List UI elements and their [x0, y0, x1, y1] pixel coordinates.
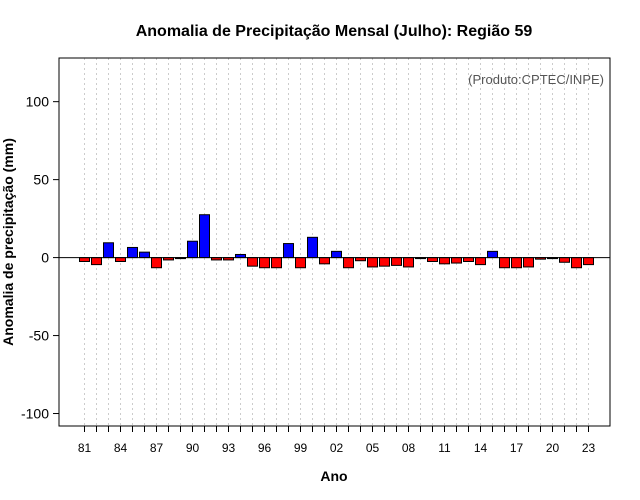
grid [84, 58, 589, 426]
bar [583, 257, 594, 266]
x-tick-label: 05 [366, 441, 380, 455]
y-tick-label: 0 [41, 250, 49, 266]
bar [331, 250, 342, 259]
x-tick-label: 87 [150, 441, 164, 455]
bar [271, 257, 282, 269]
bar [343, 257, 354, 269]
bar [463, 257, 474, 262]
tick-labels: -100 -50 0 50 100 81 84 87 90 93 96 99 02 05 08 11 14 17 2… [21, 94, 596, 455]
y-tick-label: -100 [21, 406, 49, 422]
bar [115, 257, 126, 262]
bar [247, 257, 258, 267]
x-axis-label: Ano [320, 468, 347, 484]
bar [427, 257, 438, 262]
bar [559, 257, 570, 263]
x-tick-label: 23 [582, 441, 596, 455]
x-tick-label: 90 [186, 441, 200, 455]
bar [283, 243, 294, 259]
bar [319, 257, 330, 265]
axes [53, 57, 611, 432]
bar [259, 257, 270, 269]
x-tick-label: 93 [222, 441, 236, 455]
bar [439, 257, 450, 265]
y-axis-label: Anomalia de precipitação (mm) [0, 138, 16, 346]
x-tick-label: 11 [438, 441, 451, 455]
x-tick-label: 99 [294, 441, 308, 455]
bar [127, 246, 138, 259]
bar [139, 251, 150, 259]
y-tick-label: -50 [29, 328, 49, 344]
bar [391, 257, 402, 266]
bar [499, 257, 510, 269]
bar [199, 214, 210, 259]
source-annotation: (Produto:CPTEC/INPE) [468, 72, 604, 87]
x-tick-label: 20 [546, 441, 560, 455]
x-tick-label: 08 [402, 441, 416, 455]
bar [367, 257, 378, 268]
bar [307, 236, 318, 259]
bar [103, 242, 114, 259]
x-tick-label: 96 [258, 441, 272, 455]
bar [475, 257, 486, 266]
x-tick-label: 17 [510, 441, 524, 455]
y-tick-label: 50 [33, 172, 49, 188]
bar [91, 257, 102, 266]
bar [511, 257, 522, 269]
y-tick-label: 100 [26, 94, 50, 110]
bar [79, 257, 90, 262]
bar [151, 257, 162, 269]
bar [487, 250, 498, 259]
bar [571, 257, 582, 269]
x-tick-label: 02 [330, 441, 344, 455]
x-tick-label: 81 [78, 441, 92, 455]
x-tick-label: 14 [474, 441, 488, 455]
bar [523, 257, 534, 268]
bar [295, 257, 306, 269]
bar [187, 240, 198, 259]
x-tick-label: 84 [114, 441, 128, 455]
bar [403, 257, 414, 268]
bar [379, 257, 390, 267]
chart-title: Anomalia de Precipitação Mensal (Julho):… [136, 23, 533, 40]
bar [451, 257, 462, 264]
plot-frame [58, 57, 611, 427]
